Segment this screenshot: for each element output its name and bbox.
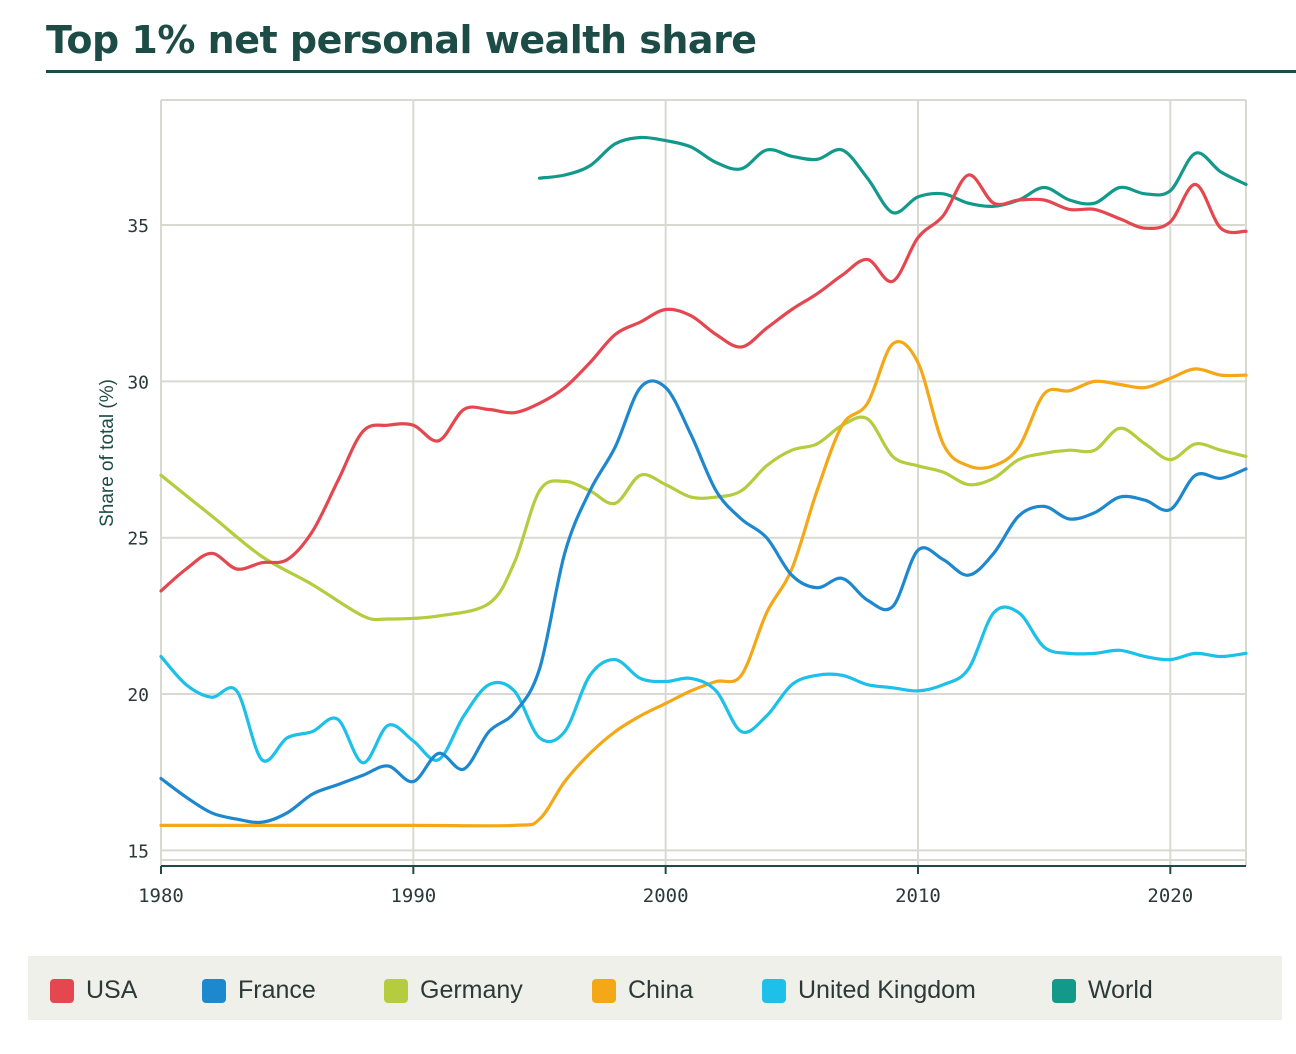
y-tick-label-15: 15 [127, 841, 149, 862]
series-line-china [159, 340, 1248, 828]
y-tick-label-20: 20 [127, 685, 149, 706]
series-line-world [537, 135, 1248, 215]
series-line-usa [159, 173, 1248, 593]
legend-label-usa: USA [86, 976, 138, 1004]
series-line-france [159, 379, 1248, 825]
x-tick-label-2010: 2010 [895, 885, 941, 907]
series-line-united-kingdom [159, 605, 1248, 765]
chart-title: Top 1% net personal wealth share [46, 18, 757, 62]
legend-item-usa[interactable]: USA [50, 976, 137, 1005]
legend-swatch-germany [384, 978, 408, 1003]
legend-label-germany: Germany [420, 976, 523, 1004]
x-tick-label-2000: 2000 [643, 885, 689, 907]
legend-label-france: France [238, 976, 316, 1004]
legend-swatch-usa [50, 978, 74, 1003]
legend-item-world[interactable]: World [1052, 976, 1153, 1005]
x-tick-label-1990: 1990 [390, 885, 436, 907]
legend-swatch-france [202, 978, 226, 1003]
legend-swatch-china [592, 978, 616, 1003]
legend-item-germany[interactable]: Germany [384, 976, 523, 1005]
legend-swatch-united-kingdom [762, 978, 786, 1003]
legend-swatch-world [1052, 978, 1076, 1003]
legend-label-china: China [628, 976, 694, 1004]
y-tick-label-30: 30 [127, 372, 149, 393]
legend-label-world: World [1088, 976, 1153, 1004]
title-underline [46, 70, 1296, 73]
y-tick-label-25: 25 [127, 529, 149, 550]
legend-item-france[interactable]: France [202, 976, 316, 1005]
legend-item-united-kingdom[interactable]: United Kingdom [762, 976, 976, 1005]
x-tick-label-2020: 2020 [1147, 885, 1193, 907]
line-chart: 15 20 25 30 35 1980 1990 2000 2010 2020 Share of t… [97, 99, 1248, 907]
legend-item-china[interactable]: China [592, 976, 693, 1005]
chart-legend: USA France Germany China United Kingdom … [28, 956, 1282, 1020]
legend-label-united-kingdom: United Kingdom [798, 976, 976, 1004]
series-line-germany [159, 415, 1248, 622]
x-tick-label-1980: 1980 [138, 885, 184, 907]
y-axis-label: Share of total (%) [97, 379, 118, 527]
y-tick-label-35: 35 [127, 216, 149, 237]
